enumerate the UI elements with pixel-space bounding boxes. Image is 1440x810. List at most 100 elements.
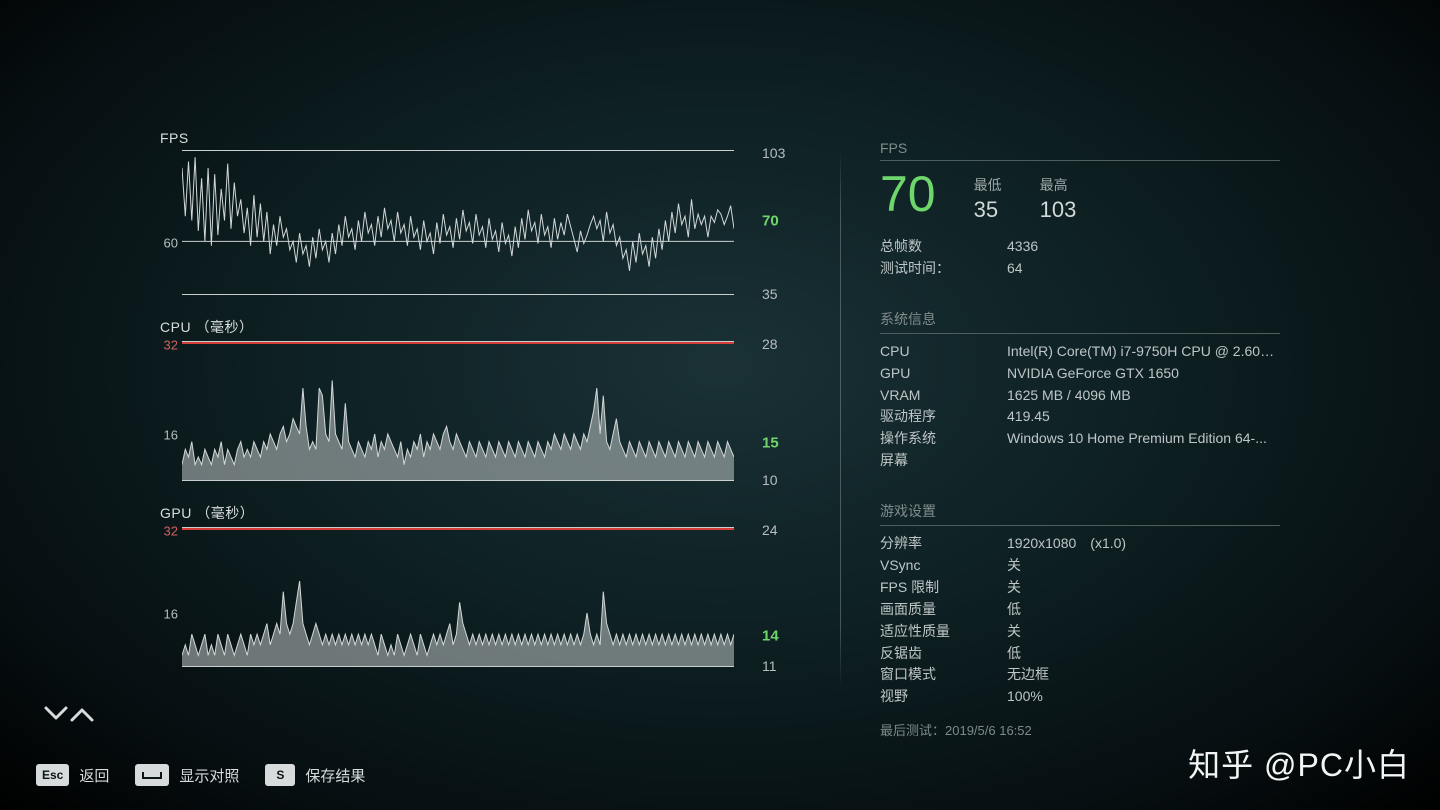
test-time-label: 测试时间：	[880, 259, 1007, 278]
system-info-rows: CPUIntel(R) Core(TM) i7-9750H CPU @ 2.60…	[880, 342, 1280, 470]
total-frames-value: 4336	[1007, 237, 1280, 256]
cpu-chart-block: CPU （毫秒） 3216281015	[160, 317, 780, 481]
chart-current-value: 15	[762, 435, 779, 452]
fps-summary-row: 70 最低 35 最高 103	[880, 169, 1280, 223]
cpu-chart-title: CPU （毫秒）	[160, 317, 780, 337]
info-row: 视野100%	[880, 687, 1280, 706]
divider	[880, 160, 1280, 161]
y-axis-tick-right: 103	[762, 145, 785, 161]
info-row-label: 画面质量	[880, 600, 1007, 619]
info-row-label: VSync	[880, 556, 1007, 575]
info-panel: FPS 70 最低 35 最高 103 总帧数 4336 测试时间： 64 系统…	[880, 140, 1280, 739]
gpu-chart: 3216241114	[182, 527, 734, 667]
test-time-row: 测试时间： 64	[880, 259, 1280, 278]
info-row-label: GPU	[880, 364, 1007, 383]
fps-max-label: 最高	[1040, 175, 1077, 195]
gpu-chart-block: GPU （毫秒） 3216241114	[160, 503, 780, 667]
fps-section-label: FPS	[880, 140, 1280, 156]
vertical-divider	[840, 150, 841, 688]
save-label: 保存结果	[305, 765, 365, 786]
nav-chevrons-icon[interactable]	[42, 700, 96, 730]
divider	[880, 525, 1280, 526]
esc-keycap: Esc	[36, 764, 69, 786]
info-row-label: CPU	[880, 342, 1007, 361]
y-axis-tick-left: 16	[164, 428, 178, 443]
y-axis-tick-left: 32	[164, 524, 178, 539]
info-row-value: Intel(R) Core(TM) i7-9750H CPU @ 2.60G..…	[1007, 342, 1280, 361]
back-action[interactable]: Esc 返回	[36, 764, 109, 786]
system-info-header: 系统信息	[880, 309, 1280, 329]
fps-max-col: 最高 103	[1040, 169, 1077, 223]
last-test-value: 2019/5/6 16:52	[945, 723, 1032, 738]
cpu-chart: 3216281015	[182, 341, 734, 481]
info-row: VRAM1625 MB / 4096 MB	[880, 386, 1280, 405]
info-row: 适应性质量关	[880, 622, 1280, 641]
fps-current-value: 70	[880, 169, 936, 219]
save-action[interactable]: S 保存结果	[265, 764, 365, 786]
info-row: CPUIntel(R) Core(TM) i7-9750H CPU @ 2.60…	[880, 342, 1280, 361]
compare-action[interactable]: 显示对照	[135, 764, 239, 786]
info-row-label: 屏幕	[880, 451, 1007, 470]
info-row-value: 1920x1080 (x1.0)	[1007, 534, 1280, 553]
y-axis-tick-left: 60	[164, 235, 178, 250]
back-label: 返回	[79, 765, 109, 786]
charts-column: FPS 601033570 CPU （毫秒） 3216281015 GPU （毫…	[160, 130, 780, 689]
watermark-text: 知乎 @PC小白	[1188, 740, 1410, 786]
info-row: GPUNVIDIA GeForce GTX 1650	[880, 364, 1280, 383]
info-row-value: Windows 10 Home Premium Edition 64-...	[1007, 429, 1280, 448]
info-row-value	[1007, 451, 1280, 470]
chart-current-value: 14	[762, 627, 779, 644]
info-row-value: 关	[1007, 556, 1280, 575]
info-row-value: 低	[1007, 600, 1280, 619]
test-time-value: 64	[1007, 259, 1280, 278]
info-row-value: 低	[1007, 644, 1280, 663]
info-row-label: 驱动程序	[880, 407, 1007, 426]
total-frames-row: 总帧数 4336	[880, 237, 1280, 256]
fps-chart-block: FPS 601033570	[160, 130, 780, 295]
info-row: 驱动程序419.45	[880, 407, 1280, 426]
y-axis-tick-left: 32	[164, 338, 178, 353]
info-row: FPS 限制关	[880, 578, 1280, 597]
info-row-value: 关	[1007, 622, 1280, 641]
fps-min-label: 最低	[974, 175, 1002, 195]
info-row: 反锯齿低	[880, 644, 1280, 663]
y-axis-tick-left: 16	[164, 607, 178, 622]
info-row: 画面质量低	[880, 600, 1280, 619]
info-row: 窗口模式无边框	[880, 665, 1280, 684]
y-axis-tick-right: 24	[762, 522, 778, 538]
fps-chart-title: FPS	[160, 130, 780, 146]
y-axis-tick-right: 11	[762, 658, 777, 674]
info-row-value: NVIDIA GeForce GTX 1650	[1007, 364, 1280, 383]
space-keycap	[135, 764, 169, 786]
last-test: 最后测试：2019/5/6 16:52	[880, 720, 1280, 739]
fps-min-col: 最低 35	[974, 169, 1002, 223]
gpu-chart-title: GPU （毫秒）	[160, 503, 780, 523]
y-axis-tick-right: 28	[762, 336, 778, 352]
info-row-value: 100%	[1007, 687, 1280, 706]
footer-bar: Esc 返回 显示对照 S 保存结果	[36, 764, 365, 786]
y-axis-tick-right: 10	[762, 472, 778, 488]
fps-max-value: 103	[1040, 197, 1077, 223]
info-row-value: 无边框	[1007, 665, 1280, 684]
chart-current-value: 70	[762, 213, 779, 230]
info-row-label: 反锯齿	[880, 644, 1007, 663]
compare-label: 显示对照	[179, 765, 239, 786]
game-settings-header: 游戏设置	[880, 501, 1280, 521]
info-row-label: FPS 限制	[880, 578, 1007, 597]
total-frames-label: 总帧数	[880, 237, 1007, 256]
info-row-value: 1625 MB / 4096 MB	[1007, 386, 1280, 405]
info-row: VSync关	[880, 556, 1280, 575]
info-row-label: VRAM	[880, 386, 1007, 405]
info-row-value: 关	[1007, 578, 1280, 597]
info-row-value: 419.45	[1007, 407, 1280, 426]
info-row: 屏幕	[880, 451, 1280, 470]
info-row-label: 分辨率	[880, 534, 1007, 553]
info-row-label: 适应性质量	[880, 622, 1007, 641]
info-row: 操作系统Windows 10 Home Premium Edition 64-.…	[880, 429, 1280, 448]
info-row: 分辨率1920x1080 (x1.0)	[880, 534, 1280, 553]
y-axis-tick-right: 35	[762, 286, 778, 302]
fps-chart: 601033570	[182, 150, 734, 295]
info-row-label: 视野	[880, 687, 1007, 706]
info-row-label: 窗口模式	[880, 665, 1007, 684]
last-test-label: 最后测试：	[880, 723, 945, 738]
